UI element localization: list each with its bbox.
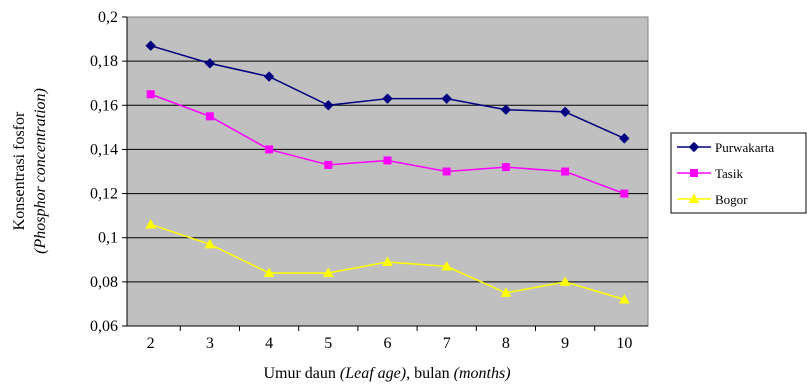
y-tick-label-0: 0,06 — [90, 318, 118, 335]
series-2-point-2 — [263, 267, 275, 278]
y-tick-label-5: 0,16 — [90, 97, 118, 114]
series-1-point-8 — [620, 189, 629, 198]
y-tick-label-2: 0,1 — [98, 230, 118, 247]
series-0-point-6 — [500, 104, 512, 115]
series-2-point-6 — [500, 287, 512, 297]
y-tick-label-1: 0,08 — [90, 274, 118, 291]
legend-label-0: Purwakarta — [715, 140, 774, 155]
x-axis-title-part1: Umur daun — [263, 365, 339, 382]
series-2-point-3 — [322, 267, 334, 278]
series-2-point-0 — [145, 218, 157, 229]
x-axis-title-part4: (months) — [454, 365, 511, 382]
y-tick-labels: 0,06 0,08 0,1 0,12 0,14 0,16 0,18 0,2 — [90, 9, 118, 335]
series-0 — [145, 40, 630, 144]
x-tick-label-6: 8 — [502, 335, 510, 352]
x-tick-label-7: 9 — [561, 335, 569, 352]
series-1-point-0 — [146, 90, 155, 99]
y-axis-title-line2: (Phosphor concentration) — [32, 88, 49, 254]
legend-label-2: Bogor — [715, 192, 748, 207]
legend-item-1: Tasik — [677, 166, 743, 181]
legend-item-2: Bogor — [677, 192, 748, 207]
x-tick-label-2: 4 — [265, 335, 273, 352]
legend-label-1: Tasik — [715, 166, 743, 181]
x-tick-labels: 2 3 4 5 6 7 8 9 10 — [147, 335, 633, 352]
series-0-point-7 — [559, 106, 571, 118]
series-0-point-1 — [204, 58, 216, 69]
x-axis-title-part3: , bulan — [406, 365, 454, 382]
series-2-point-1 — [204, 238, 216, 249]
legend-marker-1 — [690, 169, 698, 177]
legend-item-0: Purwakarta — [677, 140, 774, 155]
x-axis-title: Umur daun (Leaf age), bulan (months) — [263, 365, 510, 382]
series-0-point-5 — [441, 93, 452, 104]
series-1 — [146, 90, 629, 198]
x-axis-title-part2: (Leaf age) — [340, 365, 406, 382]
legend-items: Purwakarta Tasik Bogor — [677, 140, 774, 207]
series-1-point-4 — [383, 156, 392, 165]
y-tick-label-6: 0,18 — [90, 53, 118, 70]
axes — [122, 16, 648, 331]
legend-marker-2 — [688, 193, 700, 203]
series-1-point-6 — [501, 163, 510, 172]
series-1-point-1 — [205, 112, 214, 121]
x-tick-label-5: 7 — [443, 335, 451, 352]
series-0-point-3 — [323, 100, 334, 111]
series-0-point-0 — [145, 40, 156, 51]
y-axis-title-line1: Konsentrasi fosfor — [11, 111, 28, 230]
x-tick-label-8: 10 — [616, 335, 632, 352]
x-tick-label-0: 2 — [147, 335, 155, 352]
x-tick-label-1: 3 — [206, 335, 214, 352]
legend: Purwakarta Tasik Bogor — [670, 132, 807, 214]
series-1-point-7 — [561, 167, 570, 176]
series-2-point-5 — [441, 260, 453, 271]
y-tick-label-4: 0,14 — [90, 141, 118, 158]
series-2-point-4 — [382, 256, 393, 266]
series-1-point-3 — [324, 160, 333, 169]
y-tick-label-3: 0,12 — [90, 186, 118, 203]
x-tick-label-4: 6 — [384, 335, 392, 352]
series-group — [145, 40, 630, 304]
y-tick-label-7: 0,2 — [98, 9, 118, 26]
series-2-point-7 — [559, 276, 571, 286]
series-0-point-4 — [382, 93, 393, 104]
series-1-point-5 — [442, 167, 451, 176]
series-1-point-2 — [265, 145, 274, 154]
legend-marker-0 — [688, 141, 700, 153]
series-0-point-8 — [619, 133, 630, 144]
series-2-point-8 — [618, 293, 630, 304]
series-2 — [145, 218, 630, 304]
series-0-point-2 — [263, 71, 275, 82]
x-tick-label-3: 5 — [324, 335, 332, 352]
